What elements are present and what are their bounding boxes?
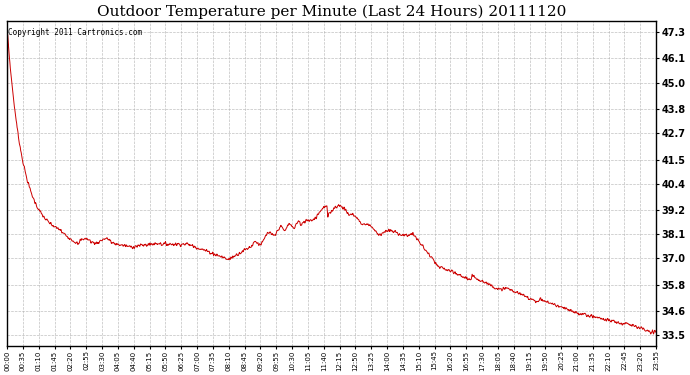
Text: Copyright 2011 Cartronics.com: Copyright 2011 Cartronics.com bbox=[8, 28, 143, 37]
Title: Outdoor Temperature per Minute (Last 24 Hours) 20111120: Outdoor Temperature per Minute (Last 24 … bbox=[97, 4, 566, 18]
